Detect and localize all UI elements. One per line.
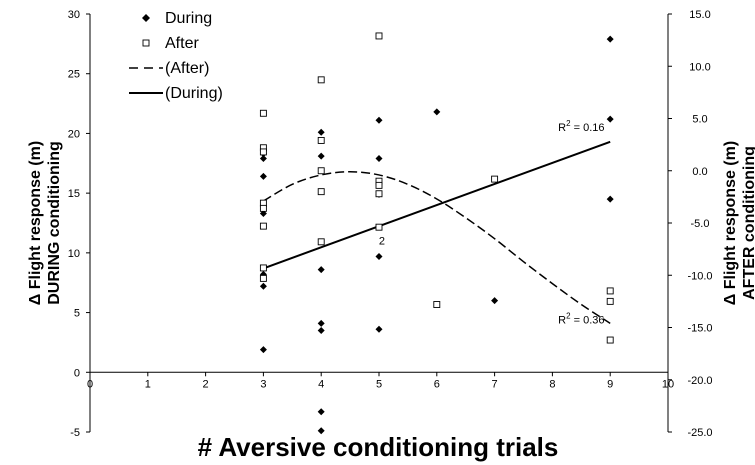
y-left-tick-label: 30 [68, 9, 80, 21]
during-point [375, 325, 383, 333]
y-right-tick-label: -5.0 [691, 218, 710, 230]
after-point [606, 336, 614, 344]
axes [86, 13, 672, 433]
after-point [375, 181, 383, 189]
during-point [375, 116, 383, 124]
x-tick-label: 0 [87, 378, 93, 390]
trend-lines [263, 140, 611, 324]
x-tick-label: 8 [549, 378, 555, 390]
during-point [317, 319, 325, 327]
x-axis-title: # Aversive conditioning trials [198, 432, 559, 462]
after-point [259, 148, 267, 156]
legend-during-marker [142, 14, 150, 22]
legend-label: After [165, 35, 199, 52]
during-point [606, 195, 614, 203]
during-point [433, 108, 441, 116]
x-tick-label: 1 [145, 378, 151, 390]
x-tick-label: 9 [607, 378, 613, 390]
r2-after-label: R2 = 0.36 [558, 311, 604, 326]
after-point [317, 238, 325, 246]
y-right-tick-label: -15.0 [687, 323, 712, 335]
during-point [259, 282, 267, 290]
y-left-title-line: Δ Flight response (m) [27, 141, 44, 305]
after-point [259, 264, 267, 272]
y-left-tick-label: 5 [74, 308, 80, 320]
during-point [317, 408, 325, 416]
x-tick-label: 3 [260, 378, 266, 390]
y-right-tick-label: -20.0 [687, 375, 712, 387]
after-point [259, 204, 267, 212]
during-point [317, 152, 325, 160]
during-point [317, 326, 325, 334]
y-left-tick-label: -5 [70, 427, 80, 439]
after-point [259, 222, 267, 230]
during-point [375, 252, 383, 260]
after-point [606, 287, 614, 295]
during-point [259, 172, 267, 180]
during-point [375, 155, 383, 163]
x-tick-label: 7 [492, 378, 498, 390]
y-right-tick-label: 15.0 [689, 9, 710, 21]
after-point [433, 301, 441, 308]
after-point [606, 297, 614, 305]
y-left-tick-label: 20 [68, 128, 80, 140]
x-tick-label: 4 [318, 378, 324, 390]
after-point [259, 274, 267, 282]
after-point [375, 223, 383, 231]
during-point [606, 35, 614, 43]
axis-labels: # Aversive conditioning trials Δ Flight r… [27, 141, 755, 462]
after-point [317, 76, 325, 84]
during-point [317, 128, 325, 136]
during-point [259, 155, 267, 163]
legend: During After (After) (During) [129, 10, 223, 102]
y-left-title: Δ Flight response (m) DURING conditioning [27, 141, 63, 305]
y-left-title-line: DURING conditioning [46, 141, 63, 305]
y-right-tick-label: -10.0 [687, 270, 712, 282]
legend-label: (During) [165, 85, 223, 102]
x-tick-label: 2 [203, 378, 209, 390]
during-point [317, 266, 325, 274]
x-tick-label: 5 [376, 378, 382, 390]
after-point [317, 136, 325, 144]
annotations: R2 = 0.36 R2 = 0.16 2 [379, 119, 605, 326]
during-point [259, 346, 267, 354]
after-point [375, 32, 383, 40]
y-left-tick-label: 25 [68, 69, 80, 81]
y-right-title-line: AFTER conditioning [741, 146, 755, 300]
y-left-tick-label: 10 [68, 248, 80, 260]
y-right-tick-label: -25.0 [687, 427, 712, 439]
after-point [259, 109, 267, 117]
during-point [606, 115, 614, 123]
after-point [317, 188, 325, 196]
y-left-tick-label: 0 [74, 367, 80, 379]
x-tick-label: 10 [662, 378, 674, 390]
y-left-tick-label: 15 [68, 188, 80, 200]
data-markers [259, 32, 614, 435]
r2-during-label: R2 = 0.16 [558, 119, 604, 134]
legend-label: During [165, 10, 212, 27]
after-point [375, 190, 383, 198]
y-right-tick-label: 0.0 [692, 166, 707, 178]
during-fit-line [263, 140, 611, 270]
legend-label: (After) [165, 60, 209, 77]
after-point [491, 175, 499, 183]
y-right-title-line: Δ Flight response (m) [722, 141, 739, 305]
y-right-tick-label: 5.0 [692, 114, 707, 126]
legend-after-marker [142, 39, 150, 47]
after-point [317, 167, 325, 175]
y-right-tick-label: 10.0 [689, 61, 710, 73]
after-fit-curve [263, 171, 611, 324]
count-annotation: 2 [379, 235, 385, 247]
during-point [317, 427, 325, 435]
x-tick-label: 6 [434, 378, 440, 390]
y-right-title: Δ Flight response (m) AFTER conditioning [722, 141, 755, 305]
during-point [491, 297, 499, 305]
tick-labels: 0 1 2 3 4 5 6 7 8 9 10 -5 0 5 10 15 20 25 30 -25.0 -20.0 -15.… [68, 9, 713, 439]
